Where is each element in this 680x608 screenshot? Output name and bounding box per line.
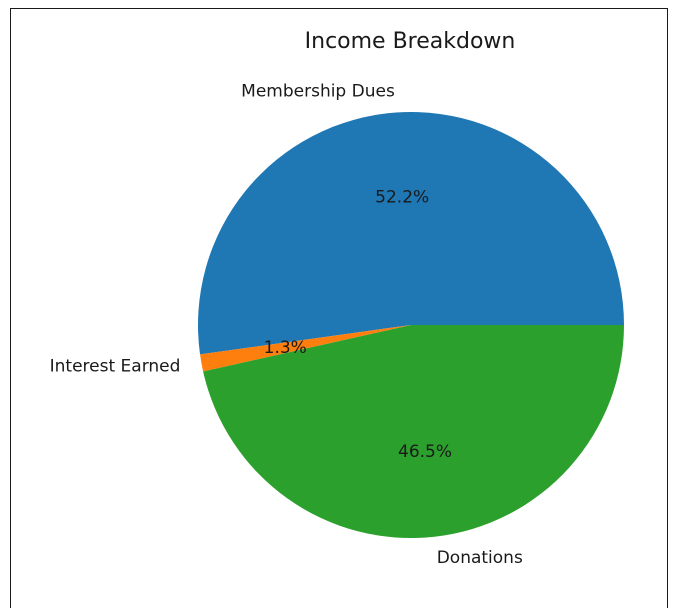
label-membership-dues: Membership Dues bbox=[241, 81, 395, 101]
pie-slices bbox=[198, 112, 625, 539]
label-interest-earned: Interest Earned bbox=[50, 357, 181, 377]
pct-donations: 46.5% bbox=[398, 442, 452, 462]
pie-labels: Membership Dues 52.2% Interest Earned 1.3% D… bbox=[50, 81, 523, 568]
chart-title: Income Breakdown bbox=[305, 29, 516, 54]
pct-interest-earned: 1.3% bbox=[264, 338, 307, 358]
label-donations: Donations bbox=[437, 548, 523, 568]
pct-membership-dues: 52.2% bbox=[375, 188, 429, 208]
slice-donations bbox=[203, 325, 624, 539]
slice-interest-earned bbox=[200, 325, 411, 372]
slice-membership-dues bbox=[198, 112, 625, 355]
